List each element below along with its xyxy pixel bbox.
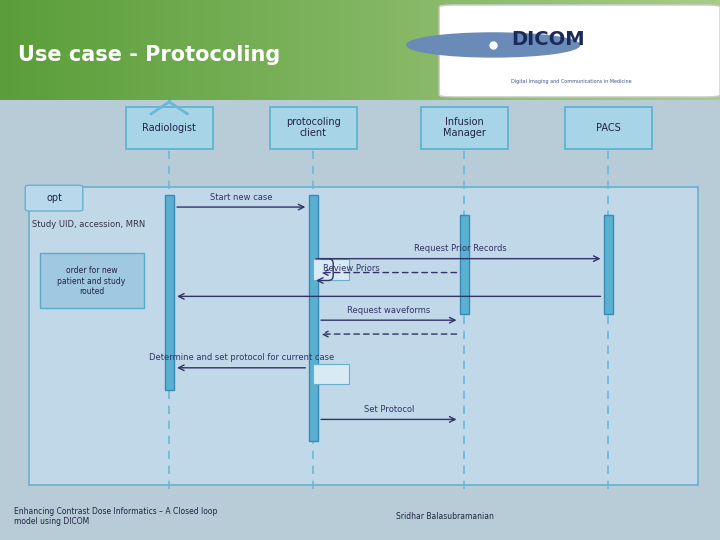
Text: Radiologist: Radiologist (143, 123, 196, 133)
Text: Infusion
Manager: Infusion Manager (443, 117, 486, 138)
FancyBboxPatch shape (565, 106, 652, 148)
Text: order for new
patient and study
routed: order for new patient and study routed (58, 266, 125, 296)
FancyBboxPatch shape (269, 106, 357, 148)
Text: Review Priors: Review Priors (323, 264, 379, 273)
FancyBboxPatch shape (40, 253, 144, 308)
Text: Sridhar Balasubramanian: Sridhar Balasubramanian (396, 512, 494, 521)
Text: Enhancing Contrast Dose Informatics – A Closed loop
model using DICOM: Enhancing Contrast Dose Informatics – A … (14, 507, 217, 526)
FancyBboxPatch shape (603, 215, 613, 314)
Circle shape (407, 33, 580, 57)
FancyBboxPatch shape (313, 259, 349, 280)
FancyBboxPatch shape (0, 100, 720, 497)
FancyBboxPatch shape (439, 5, 720, 97)
Text: DICOM: DICOM (511, 30, 585, 50)
Text: Study UID, accession, MRN: Study UID, accession, MRN (32, 220, 145, 230)
Text: Digital Imaging and Communications in Medicine: Digital Imaging and Communications in Me… (511, 79, 632, 84)
FancyBboxPatch shape (460, 215, 469, 314)
Text: Request waveforms: Request waveforms (347, 306, 431, 315)
FancyBboxPatch shape (29, 187, 698, 485)
Text: Use case - Protocoling: Use case - Protocoling (18, 45, 280, 65)
Text: Set Protocol: Set Protocol (364, 405, 414, 414)
Text: opt: opt (46, 193, 62, 203)
FancyBboxPatch shape (125, 106, 213, 148)
FancyBboxPatch shape (25, 185, 83, 211)
FancyBboxPatch shape (308, 195, 318, 441)
Circle shape (153, 71, 185, 89)
FancyBboxPatch shape (313, 364, 349, 384)
Text: PACS: PACS (596, 123, 621, 133)
Text: protocoling
client: protocoling client (286, 117, 341, 138)
Text: Determine and set protocol for current case: Determine and set protocol for current c… (148, 353, 334, 362)
FancyBboxPatch shape (420, 106, 508, 148)
FancyBboxPatch shape (164, 195, 174, 390)
Text: Request Prior Records: Request Prior Records (415, 244, 507, 253)
Text: Start new case: Start new case (210, 193, 272, 201)
